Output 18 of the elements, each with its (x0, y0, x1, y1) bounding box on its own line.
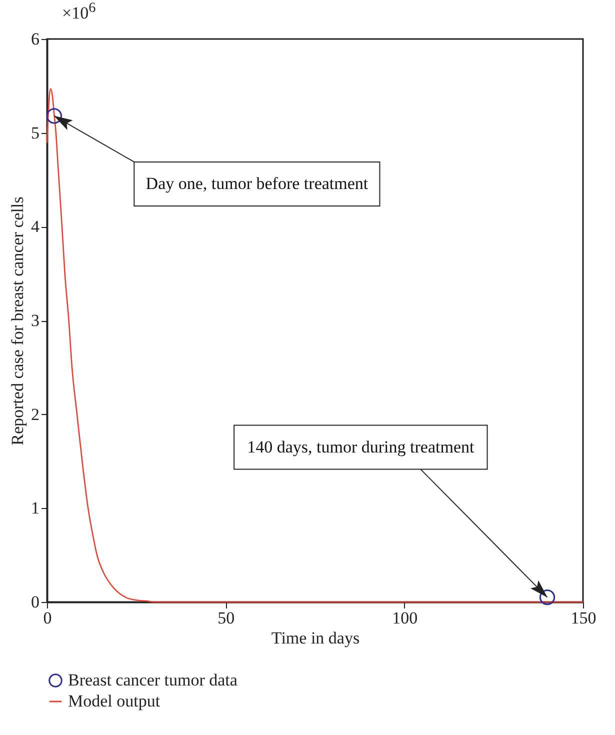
x-tick-label: 150 (570, 608, 596, 628)
x-axis-title: Time in days (271, 628, 360, 648)
y-tick-label: 3 (31, 311, 40, 330)
y-tick-label: 1 (31, 498, 40, 518)
annotation: 140 days, tumor during treatment (247, 437, 474, 456)
x-tick-label: 50 (218, 608, 235, 628)
text: ×10$^{6}$ (62, 0, 96, 24)
annotation: Day one, tumor before treatment (146, 174, 368, 193)
y-axis-title: Reported case for breast cancer cells (8, 196, 27, 446)
x-tick-label: 100 (392, 608, 418, 628)
x-tick-label: 0 (43, 608, 52, 628)
y-tick-label: 0 (31, 592, 40, 612)
legend-label: Breast cancer tumor data (68, 670, 238, 690)
y-tick-label: 2 (31, 404, 40, 424)
y-tick-label: 4 (31, 217, 40, 236)
y-tick-label: 5 (31, 123, 40, 142)
y-tick-label: 6 (31, 30, 40, 48)
legend-label: Model output (68, 692, 160, 710)
